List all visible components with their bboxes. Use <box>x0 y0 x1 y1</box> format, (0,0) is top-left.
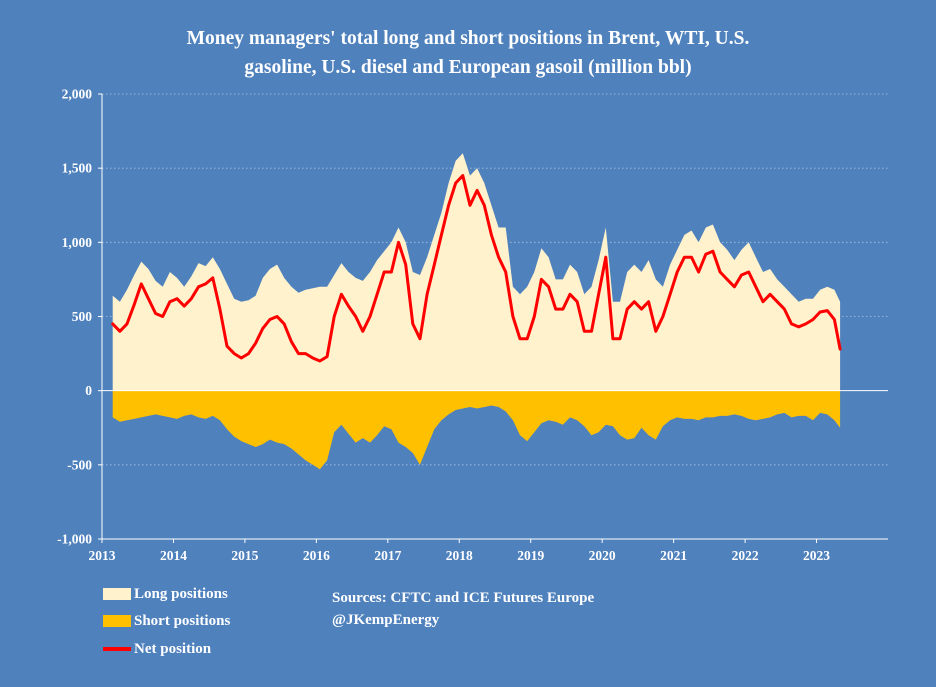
legend-swatch-short <box>103 615 131 627</box>
legend-item-long: Long positions <box>103 583 228 605</box>
legend-swatch-net <box>103 647 131 651</box>
author-handle: @JKempEnergy <box>332 612 440 628</box>
x-tick-label: 2018 <box>446 548 473 563</box>
x-tick-label: 2014 <box>160 548 187 563</box>
legend-swatch-long <box>103 588 131 600</box>
x-tick-label: 2013 <box>89 548 116 563</box>
legend-item-short: Short positions <box>103 610 230 632</box>
net-position-line <box>111 174 842 363</box>
plot-series <box>111 153 842 470</box>
legend-item-net: Net position <box>103 638 211 660</box>
legend-label-net: Net position <box>134 640 212 657</box>
y-axis-ticks: 2,000 1,500 1,000 500 0 -500 -1,000 <box>57 87 102 547</box>
chart-title-line-1: Money managers' total long and short pos… <box>186 28 750 49</box>
sources-note: Sources: CFTC and ICE Futures Europe @JK… <box>332 587 594 631</box>
x-tick-label: 2019 <box>517 548 544 563</box>
chart-title-line-2: gasoline, U.S. diesel and European gasoi… <box>244 57 692 78</box>
long-positions-area <box>112 153 841 391</box>
legend-label-long: Long positions <box>134 585 228 602</box>
y-tick-label: -1,000 <box>57 532 92 547</box>
x-axis-ticks: 2013 2014 2015 2016 2017 2018 2019 2020 2021 2022… <box>89 539 830 563</box>
x-tick-label: 2016 <box>303 548 330 563</box>
y-tick-label: 1,500 <box>62 161 93 176</box>
x-tick-label: 2021 <box>660 548 687 563</box>
x-tick-label: 2023 <box>803 548 830 563</box>
x-tick-label: 2020 <box>589 548 616 563</box>
x-tick-label: 2015 <box>231 548 258 563</box>
x-tick-label: 2022 <box>732 548 759 563</box>
chart-title: Money managers' total long and short pos… <box>0 24 936 82</box>
y-tick-label: 500 <box>72 309 93 324</box>
y-tick-label: 0 <box>85 383 92 398</box>
y-tick-label: 2,000 <box>62 87 93 102</box>
y-tick-label: 1,000 <box>62 235 93 250</box>
y-tick-label: -500 <box>67 457 92 472</box>
sources-line: Sources: CFTC and ICE Futures Europe <box>332 590 595 606</box>
legend-label-short: Short positions <box>134 612 231 629</box>
short-positions-area <box>112 390 841 470</box>
x-tick-label: 2017 <box>374 548 401 563</box>
